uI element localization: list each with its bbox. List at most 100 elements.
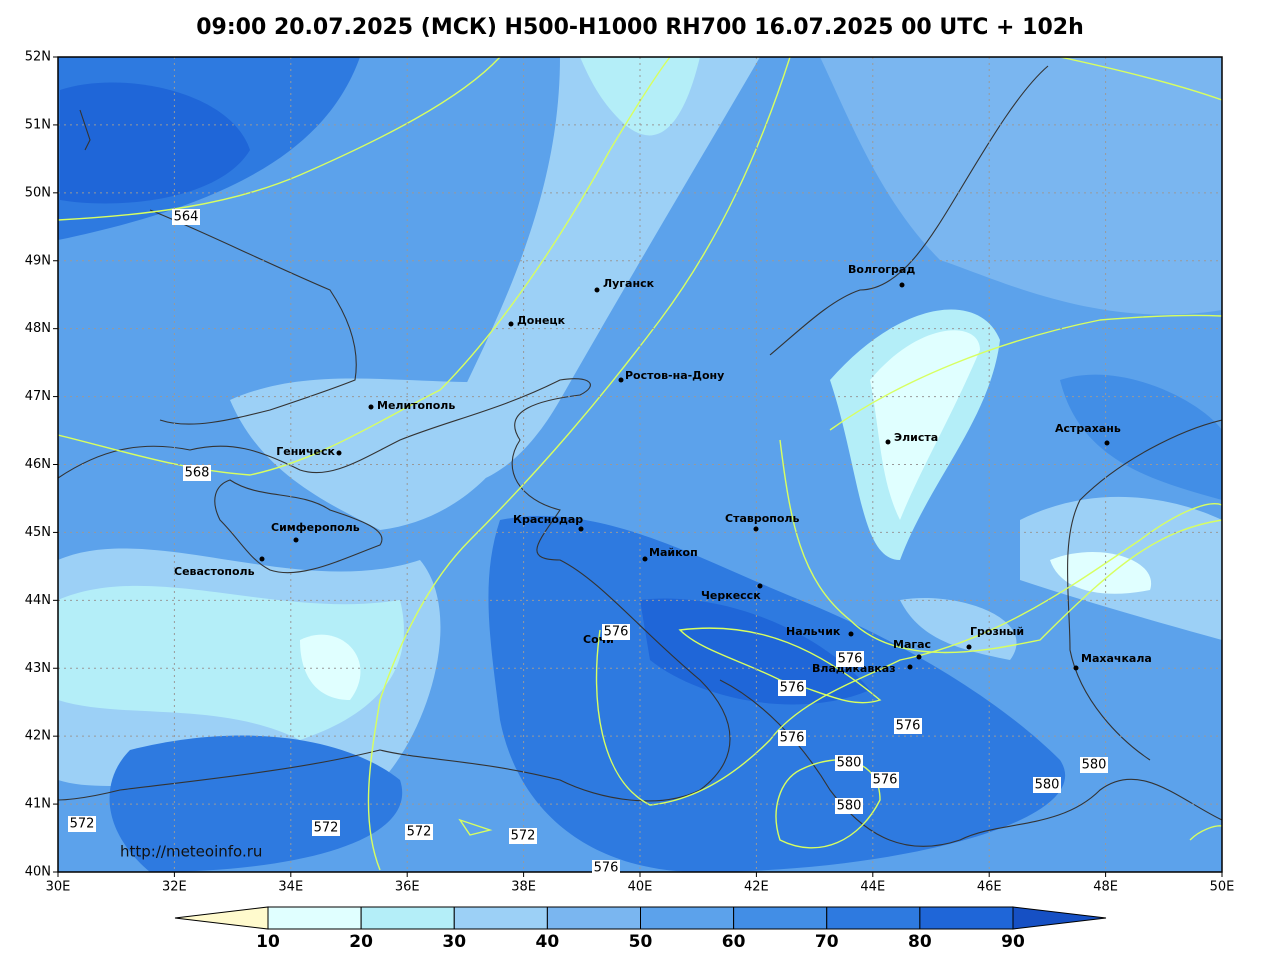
city-dot <box>259 556 265 562</box>
y-tick-label: 46N <box>25 457 51 472</box>
contour-label: 576 <box>594 861 619 876</box>
city-dot <box>757 583 763 589</box>
city-label: Донецк <box>517 314 566 327</box>
colorbar-segment <box>360 906 455 930</box>
city-label: Владикавказ <box>812 662 896 675</box>
y-tick-label: 47N <box>25 389 51 404</box>
y-tick-label: 42N <box>25 729 51 744</box>
contour-label: 572 <box>511 829 536 844</box>
colorbar-over <box>1012 906 1107 930</box>
contour-label-bg <box>405 824 433 840</box>
colorbar-label: 70 <box>815 932 839 952</box>
city-label: Мелитополь <box>377 399 455 412</box>
city-dot <box>885 439 891 445</box>
city-dot <box>907 664 913 670</box>
contour-label: 576 <box>838 652 863 667</box>
contour-label-bg <box>835 798 863 814</box>
city-dot <box>594 287 600 293</box>
y-tick-label: 52N <box>25 50 51 65</box>
city-dot <box>618 377 624 383</box>
city-dot <box>508 321 514 327</box>
contour-label-bg <box>835 755 863 771</box>
colorbar-segment <box>267 906 362 930</box>
contour-label: 564 <box>174 210 199 225</box>
colorbar-segment <box>640 906 735 930</box>
city-label: Севастополь <box>174 565 255 578</box>
y-tick-label: 40N <box>25 865 51 880</box>
colorbar-label: 80 <box>908 932 932 952</box>
colorbar-under <box>174 906 269 930</box>
city-label: Астрахань <box>1055 422 1121 435</box>
contour-label-bg <box>68 816 96 832</box>
colorbar-label: 50 <box>629 932 653 952</box>
city-label: Луганск <box>603 277 655 290</box>
city-label: Майкоп <box>649 546 698 559</box>
city-label: Волгоград <box>848 263 915 276</box>
city-dot <box>848 631 854 637</box>
contour-label-bg <box>778 680 806 696</box>
x-tick-label: 38E <box>511 880 536 895</box>
city-dot <box>916 654 922 660</box>
coastlines <box>58 65 1222 847</box>
colorbar-segment <box>453 906 548 930</box>
contour-label-bg <box>509 828 537 844</box>
y-tick-label: 43N <box>25 661 51 676</box>
city-label: Элиста <box>894 431 938 444</box>
city-dot <box>1073 665 1079 671</box>
x-tick-label: 40E <box>628 880 653 895</box>
contour-label: 572 <box>314 821 339 836</box>
x-tick-label: 34E <box>278 880 303 895</box>
y-tick-label: 44N <box>25 593 51 608</box>
x-tick-label: 36E <box>395 880 420 895</box>
colorbar-label: 60 <box>722 932 746 952</box>
contour-label-bg <box>172 209 200 225</box>
contour-label-bg <box>836 651 864 667</box>
y-tick-label: 51N <box>25 117 51 132</box>
contour-label: 572 <box>70 817 95 832</box>
x-tick-label: 48E <box>1093 880 1118 895</box>
contour-label-bg <box>183 465 211 481</box>
colorbar-label: 30 <box>442 932 466 952</box>
x-tick-label: 30E <box>46 880 71 895</box>
contour-label: 568 <box>185 466 210 481</box>
city-label: Махачкала <box>1081 652 1152 665</box>
credit: http://meteoinfo.ru <box>120 843 262 861</box>
contour-label: 576 <box>780 731 805 746</box>
city-label: Геническ <box>276 445 335 458</box>
city-dot <box>899 282 905 288</box>
contour-label: 576 <box>896 719 921 734</box>
contour-label-bg <box>592 860 620 876</box>
city-dot <box>336 450 342 456</box>
x-tick-label: 46E <box>977 880 1002 895</box>
city-label: Краснодар <box>513 513 583 526</box>
city-label: Нальчик <box>786 625 841 638</box>
x-tick-label: 32E <box>162 880 187 895</box>
contour-label: 580 <box>1035 778 1060 793</box>
y-tick-label: 45N <box>25 525 51 540</box>
city-label: Ростов-на-Дону <box>625 369 724 382</box>
x-tick-label: 50E <box>1210 880 1235 895</box>
colorbar-segment <box>919 906 1014 930</box>
city-dot <box>578 526 584 532</box>
contour-label-bg <box>1080 757 1108 773</box>
contour-label: 572 <box>407 825 432 840</box>
city-dot <box>966 644 972 650</box>
colorbar-segment <box>546 906 641 930</box>
y-tick-label: 50N <box>25 185 51 200</box>
colorbar-label: 10 <box>256 932 280 952</box>
city-label: Ставрополь <box>725 512 799 525</box>
y-tick-label: 48N <box>25 321 51 336</box>
city-dot <box>753 526 759 532</box>
city-dot <box>293 537 299 543</box>
contours <box>58 57 1222 871</box>
y-tick-label: 41N <box>25 797 51 812</box>
contour-label: 580 <box>837 756 862 771</box>
colorbar-segment <box>733 906 828 930</box>
contour-label-bg <box>871 772 899 788</box>
city-dot <box>1104 440 1110 446</box>
x-tick-label: 44E <box>860 880 885 895</box>
city-dot <box>368 404 374 410</box>
colorbar-segment <box>826 906 921 930</box>
y-tick-label: 49N <box>25 253 51 268</box>
